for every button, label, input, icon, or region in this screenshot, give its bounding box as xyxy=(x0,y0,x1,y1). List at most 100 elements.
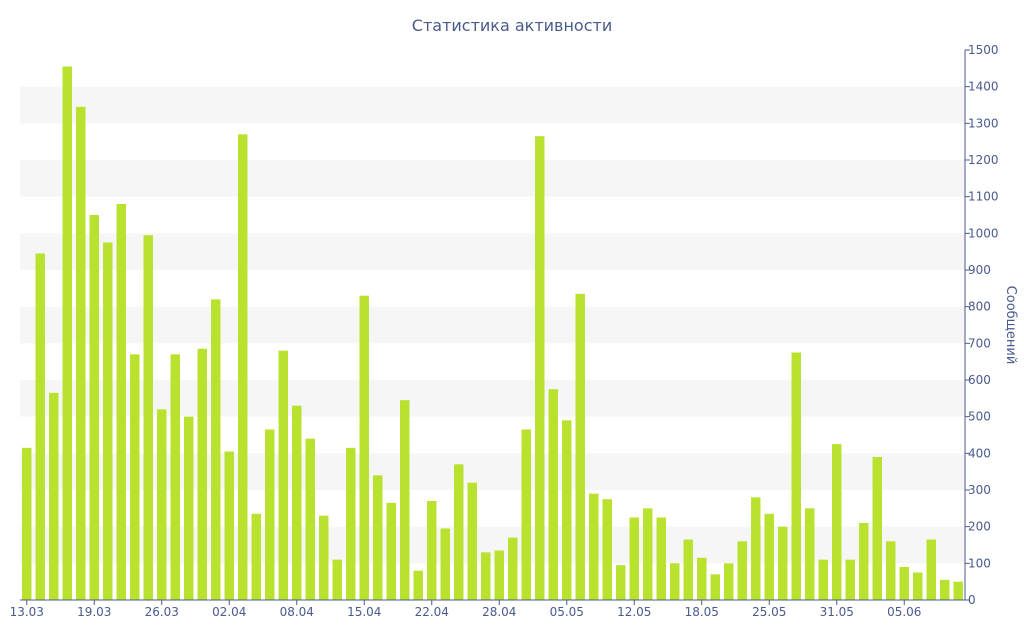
x-tick-label: 08.04 xyxy=(280,605,314,619)
bar xyxy=(89,215,99,600)
bar xyxy=(319,515,329,600)
x-tick-label: 05.06 xyxy=(887,605,921,619)
bar xyxy=(764,513,774,600)
x-tick-label: 18.05 xyxy=(685,605,719,619)
bar xyxy=(251,513,261,600)
bar xyxy=(400,400,410,600)
grid-band xyxy=(20,86,965,124)
bar xyxy=(143,235,153,601)
bar xyxy=(22,447,32,600)
grid-band xyxy=(20,306,965,344)
x-tick-label: 02.04 xyxy=(212,605,246,619)
bar xyxy=(629,517,639,600)
bar xyxy=(184,416,194,600)
x-tick-label: 12.05 xyxy=(617,605,651,619)
bar xyxy=(818,559,828,600)
x-tick-label: 22.04 xyxy=(415,605,449,619)
bar xyxy=(845,559,855,600)
y-tick-label: 700 xyxy=(968,336,991,350)
x-tick-label: 13.03 xyxy=(10,605,44,619)
x-tick-label: 26.03 xyxy=(145,605,179,619)
bar xyxy=(832,444,842,600)
bar xyxy=(602,499,612,600)
bar xyxy=(886,541,896,600)
bar xyxy=(508,537,518,600)
bar xyxy=(940,579,950,600)
y-tick-label: 1500 xyxy=(968,43,999,57)
bar xyxy=(170,354,180,600)
y-axis-ticks: 0 100 200 300 400 500 600 700 800 900 1000 1100 1200… xyxy=(965,43,999,607)
bar xyxy=(913,572,923,600)
bar xyxy=(926,539,936,600)
x-tick-label: 28.04 xyxy=(482,605,516,619)
bar xyxy=(292,405,302,600)
bar xyxy=(548,389,558,600)
bar xyxy=(953,581,963,600)
bar xyxy=(535,136,545,601)
y-axis-label: Сообщений xyxy=(1003,286,1018,365)
bar xyxy=(778,526,788,600)
bar xyxy=(737,541,747,600)
bar xyxy=(103,242,113,600)
y-tick-label: 1200 xyxy=(968,153,999,167)
grid-bands xyxy=(20,86,965,564)
y-tick-label: 200 xyxy=(968,520,991,534)
y-tick-label: 800 xyxy=(968,300,991,314)
bar xyxy=(116,204,126,600)
bar xyxy=(467,482,477,600)
bar xyxy=(211,299,221,600)
bar xyxy=(386,502,396,600)
x-axis-ticks: 13.03 19.03 26.03 02.04 08.04 15.04 22.04 28.04… xyxy=(10,600,921,619)
grid-band xyxy=(20,233,965,270)
bar xyxy=(49,392,59,600)
y-tick-label: 900 xyxy=(968,263,991,277)
bar xyxy=(724,563,734,600)
x-tick-label: 25.05 xyxy=(752,605,786,619)
bars xyxy=(22,66,963,601)
bar xyxy=(697,557,707,600)
y-tick-label: 1300 xyxy=(968,116,999,130)
bar xyxy=(278,350,288,600)
bar xyxy=(130,354,140,600)
y-tick-label: 0 xyxy=(968,593,976,607)
bar xyxy=(238,134,248,600)
bar xyxy=(859,523,869,600)
bar xyxy=(710,574,720,600)
x-tick-label: 19.03 xyxy=(77,605,111,619)
bar xyxy=(305,438,315,600)
bar xyxy=(575,293,585,600)
bar xyxy=(76,106,86,600)
bar xyxy=(805,508,815,600)
bar xyxy=(427,501,437,600)
bar xyxy=(157,409,167,600)
bar xyxy=(346,447,356,600)
bar xyxy=(454,464,464,600)
bar xyxy=(562,420,572,600)
y-tick-label: 1000 xyxy=(968,226,999,240)
bar xyxy=(359,295,369,600)
bar xyxy=(440,528,450,600)
y-tick-label: 1400 xyxy=(968,80,999,94)
bar xyxy=(791,352,801,600)
x-tick-label: 31.05 xyxy=(820,605,854,619)
bar xyxy=(494,550,504,600)
bar xyxy=(751,497,761,600)
bar xyxy=(197,348,207,600)
bar xyxy=(413,570,423,600)
bar xyxy=(643,508,653,600)
bar xyxy=(872,457,882,600)
bar xyxy=(224,451,234,600)
bar xyxy=(373,475,383,600)
grid-band xyxy=(20,160,965,197)
bar xyxy=(616,565,626,600)
bar xyxy=(589,493,599,600)
y-tick-label: 300 xyxy=(968,483,991,497)
bar xyxy=(481,552,491,600)
bar xyxy=(670,563,680,600)
bar xyxy=(62,66,72,600)
bar xyxy=(899,567,909,600)
y-tick-label: 100 xyxy=(968,556,991,570)
chart-title: Статистика активности xyxy=(412,16,612,35)
y-tick-label: 1100 xyxy=(968,190,999,204)
bar xyxy=(521,429,531,600)
